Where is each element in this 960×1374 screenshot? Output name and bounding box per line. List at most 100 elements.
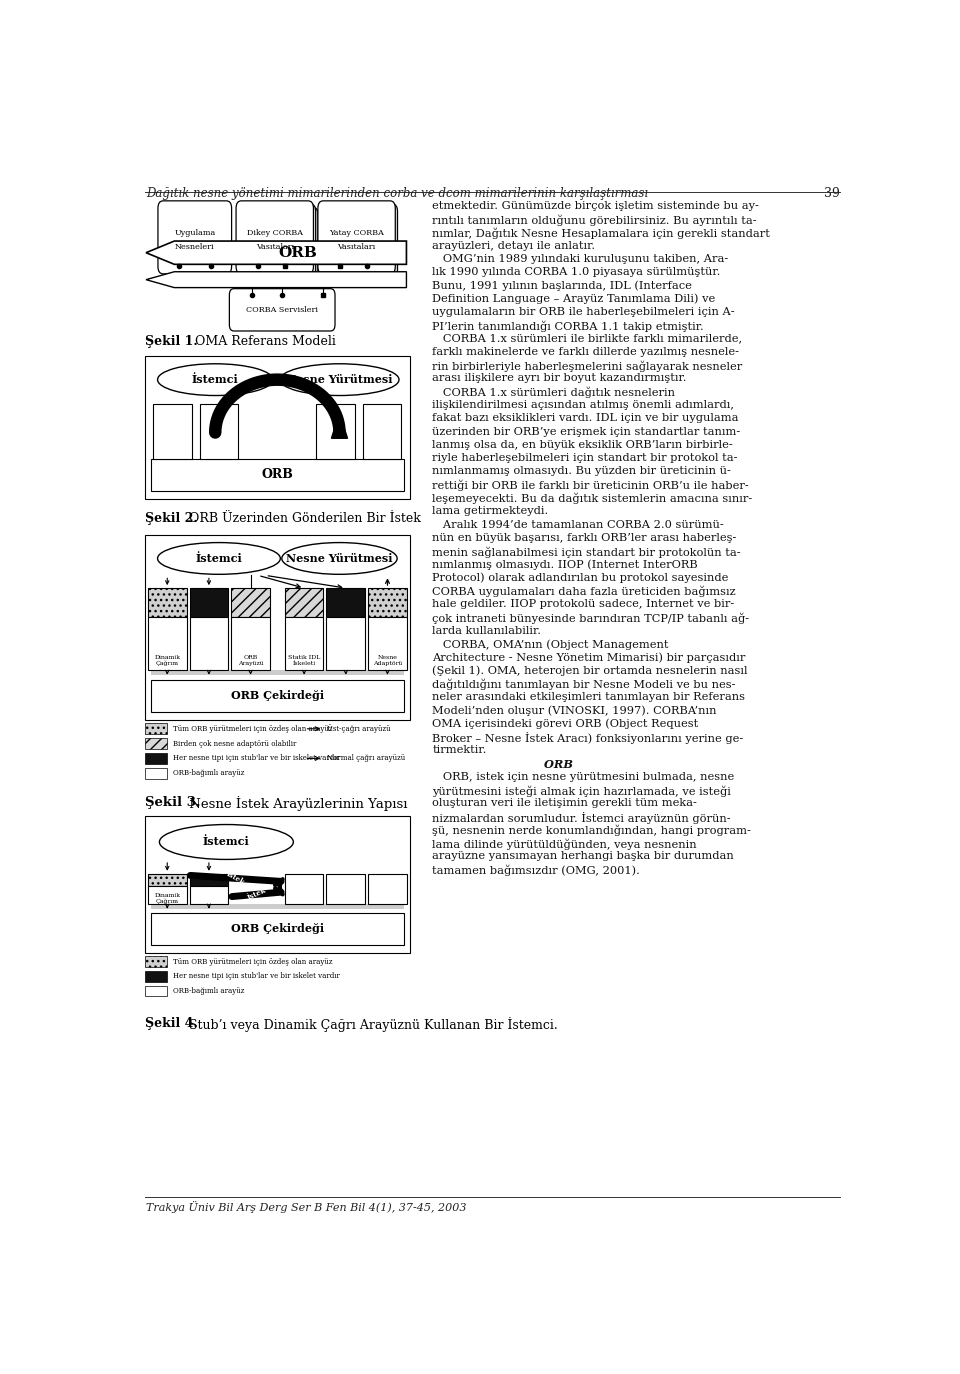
Bar xyxy=(148,617,186,669)
Text: menin sağlanabilmesi için standart bir protokolün ta-: menin sağlanabilmesi için standart bir p… xyxy=(432,545,741,558)
Text: lanmış olsa da, en büyük eksiklik ORB’ların birbirle-: lanmış olsa da, en büyük eksiklik ORB’la… xyxy=(432,440,733,449)
Text: ORB, istek için nesne yürütmesini bulmada, nesne: ORB, istek için nesne yürütmesini bulmad… xyxy=(432,772,734,782)
Text: Nesne Yürütmesi: Nesne Yürütmesi xyxy=(286,374,393,385)
Text: OMA içerisindeki görevi ORB (Object Request: OMA içerisindeki görevi ORB (Object Requ… xyxy=(432,719,699,730)
Bar xyxy=(145,534,410,720)
Bar xyxy=(189,874,228,886)
Text: İstemci: İstemci xyxy=(196,552,242,563)
Text: arayüzne yansımayan herhangi başka bir durumdan: arayüzne yansımayan herhangi başka bir d… xyxy=(432,852,734,861)
Text: Protocol) olarak adlandırılan bu protokol sayesinde: Protocol) olarak adlandırılan bu protoko… xyxy=(432,573,729,583)
Text: tamamen bağımsızdır (OMG, 2001).: tamamen bağımsızdır (OMG, 2001). xyxy=(432,864,640,877)
Text: Bunu, 1991 yılının başlarında, IDL (Interface: Bunu, 1991 yılının başlarında, IDL (Inte… xyxy=(432,280,692,291)
Text: fakat bazı eksiklikleri vardı. IDL için ve bir uygulama: fakat bazı eksiklikleri vardı. IDL için … xyxy=(432,414,739,423)
Text: Birden çok nesne adaptörü olabilir: Birden çok nesne adaptörü olabilir xyxy=(173,739,297,747)
Bar xyxy=(189,588,228,617)
Text: (Şekil 1). OMA, heterojen bir ortamda nesnelerin nasıl: (Şekil 1). OMA, heterojen bir ortamda ne… xyxy=(432,665,748,676)
Bar xyxy=(148,886,186,904)
Bar xyxy=(285,588,324,617)
Text: lık 1990 yılında CORBA 1.0 piyasaya sürülmüştür.: lık 1990 yılında CORBA 1.0 piyasaya sürü… xyxy=(432,267,721,278)
Text: Her nesne tipi için stub'lar ve bir iskelet vardır: Her nesne tipi için stub'lar ve bir iske… xyxy=(173,973,340,981)
Ellipse shape xyxy=(280,364,399,396)
Text: farklı makinelerde ve farklı dillerde yazılmış nesnele-: farklı makinelerde ve farklı dillerde ya… xyxy=(432,346,739,357)
Text: Aralık 1994’de tamamlanan CORBA 2.0 sürümü-: Aralık 1994’de tamamlanan CORBA 2.0 sürü… xyxy=(432,519,724,529)
Text: nımlar, Dağıtık Nesne Hesaplamalara için gerekli standart: nımlar, Dağıtık Nesne Hesaplamalara için… xyxy=(432,228,770,239)
Bar xyxy=(148,588,186,617)
Text: PI’lerin tanımlandığı CORBA 1.1 takip etmiştir.: PI’lerin tanımlandığı CORBA 1.1 takip et… xyxy=(432,320,705,333)
Text: Vasıtaları: Vasıtaları xyxy=(255,243,294,251)
Text: şü, nesnenin nerde konumlandığından, hangi program-: şü, nesnenin nerde konumlandığından, han… xyxy=(432,824,752,837)
Text: ORB: ORB xyxy=(261,469,294,481)
Bar xyxy=(200,404,238,459)
FancyBboxPatch shape xyxy=(318,201,396,273)
Text: arayüzleri, detayı ile anlatır.: arayüzleri, detayı ile anlatır. xyxy=(432,240,595,250)
Text: rettiği bir ORB ile farklı bir üreticinin ORB’u ile haber-: rettiği bir ORB ile farklı bir üreticini… xyxy=(432,480,749,491)
FancyBboxPatch shape xyxy=(229,289,335,331)
Text: Broker – Nesne İstek Aracı) fonksiyonlarını yerine ge-: Broker – Nesne İstek Aracı) fonksiyonlar… xyxy=(432,732,744,743)
Text: Architecture - Nesne Yönetim Mimarisi) bir parçasıdır: Architecture - Nesne Yönetim Mimarisi) b… xyxy=(432,653,746,662)
Text: Dinamik
İskelet: Dinamik İskelet xyxy=(333,655,359,666)
Text: lama dilinde yürütüldüğünden, veya nesnenin: lama dilinde yürütüldüğünden, veya nesne… xyxy=(432,838,697,849)
Bar xyxy=(368,588,407,617)
Bar xyxy=(326,617,365,669)
Text: Stub’ı veya Dinamik Çağrı Arayüznü Kullanan Bir İstemci.: Stub’ı veya Dinamik Çağrı Arayüznü Kulla… xyxy=(185,1017,558,1032)
Text: ORB: ORB xyxy=(432,758,573,769)
Text: etmektedir. Günümüzde birçok işletim sisteminde bu ay-: etmektedir. Günümüzde birçok işletim sis… xyxy=(432,201,759,210)
Text: Definition Language – Arayüz Tanımlama Dili) ve: Definition Language – Arayüz Tanımlama D… xyxy=(432,294,716,305)
Text: hale geldiler. IIOP protokolü sadece, Internet ve bir-: hale geldiler. IIOP protokolü sadece, In… xyxy=(432,599,734,609)
Text: Dinamik
Çağrım: Dinamik Çağrım xyxy=(155,655,180,666)
Polygon shape xyxy=(146,240,406,264)
Text: leşemeyecekti. Bu da dağıtık sistemlerin amacına sınır-: leşemeyecekti. Bu da dağıtık sistemlerin… xyxy=(432,493,753,504)
Text: Şekil 3.: Şekil 3. xyxy=(145,797,201,809)
Text: yürütmesini isteği almak için hazırlamada, ve isteği: yürütmesini isteği almak için hazırlamad… xyxy=(432,785,732,797)
Bar xyxy=(368,617,407,669)
FancyBboxPatch shape xyxy=(238,203,316,278)
Ellipse shape xyxy=(157,364,273,396)
Text: İstek: İstek xyxy=(261,436,293,447)
FancyBboxPatch shape xyxy=(158,201,231,273)
Text: Dinamik
Çağrım: Dinamik Çağrım xyxy=(155,893,180,904)
Text: Şekil 1.: Şekil 1. xyxy=(145,335,198,348)
Text: CORBA 1.x sürümleri ile birlikte farklı mimarilerde,: CORBA 1.x sürümleri ile birlikte farklı … xyxy=(432,334,743,344)
Text: Dağıtık nesne yönetimi mimarilerinden corba ve dcom mimarilerinin karşılaştırmas: Dağıtık nesne yönetimi mimarilerinden co… xyxy=(146,187,648,201)
Text: Dikey CORBA: Dikey CORBA xyxy=(247,229,302,238)
Bar xyxy=(285,874,324,904)
Text: Her nesne tipi için stub'lar ve bir iskelet vardır: Her nesne tipi için stub'lar ve bir iske… xyxy=(173,754,340,763)
Text: İstek: İstek xyxy=(246,886,267,903)
Text: uygulamaların bir ORB ile haberleşebilmeleri için A-: uygulamaların bir ORB ile haberleşebilme… xyxy=(432,306,735,317)
Text: nımlanmamış olmasıydı. Bu yüzden bir üreticinin ü-: nımlanmamış olmasıydı. Bu yüzden bir üre… xyxy=(432,466,732,477)
Text: Nesne Yürütmesi: Nesne Yürütmesi xyxy=(286,552,393,563)
Text: rin birbirleriyle haberleşmelerini sağlayarak nesneler: rin birbirleriyle haberleşmelerini sağla… xyxy=(432,360,743,372)
Bar xyxy=(189,886,228,904)
Text: nizmalardan sorumludur. İstemci arayüznün görün-: nizmalardan sorumludur. İstemci arayüznü… xyxy=(432,812,732,823)
Text: lama getirmekteydi.: lama getirmekteydi. xyxy=(432,506,549,517)
Bar xyxy=(148,874,186,886)
Text: ORB Çekirdeği: ORB Çekirdeği xyxy=(230,691,324,702)
Text: çok intraneti bünyesinde barındıran TCP/IP tabanlı ağ-: çok intraneti bünyesinde barındıran TCP/… xyxy=(432,613,750,624)
Polygon shape xyxy=(146,272,406,287)
Text: İstemci: İstemci xyxy=(203,837,250,848)
Bar xyxy=(154,404,192,459)
Text: ORB-bağımlı arayüz: ORB-bağımlı arayüz xyxy=(173,769,244,778)
Text: Trakya Üniv Bil Arş Derg Ser B Fen Bil 4(1), 37-45, 2003: Trakya Üniv Bil Arş Derg Ser B Fen Bil 4… xyxy=(146,1201,467,1213)
Text: nımlanmış olmasıydı. IIOP (Internet InterORB: nımlanmış olmasıydı. IIOP (Internet Inte… xyxy=(432,559,698,570)
FancyBboxPatch shape xyxy=(236,201,313,273)
Bar xyxy=(145,356,410,499)
Ellipse shape xyxy=(157,543,280,574)
Text: ORB Üzerinden Gönderilen Bir İstek: ORB Üzerinden Gönderilen Bir İstek xyxy=(185,513,421,525)
Bar xyxy=(151,459,404,491)
Text: Tüm ORB yürütmeleri için özdeş olan arayüz: Tüm ORB yürütmeleri için özdeş olan aray… xyxy=(173,724,332,732)
Text: Şekil 4.: Şekil 4. xyxy=(145,1017,198,1029)
Text: Uygulama: Uygulama xyxy=(174,229,215,238)
Text: Şekil 2.: Şekil 2. xyxy=(145,513,198,525)
Text: CORBA Servisleri: CORBA Servisleri xyxy=(246,306,318,313)
Text: Vasıtaları: Vasıtaları xyxy=(338,243,375,251)
Bar xyxy=(145,971,167,981)
Text: Normal çağrı arayüzü: Normal çağrı arayüzü xyxy=(326,754,405,763)
Bar xyxy=(151,904,404,908)
Text: arası ilişkilere ayrı bir boyut kazandırmıştır.: arası ilişkilere ayrı bir boyut kazandır… xyxy=(432,374,687,383)
Bar xyxy=(363,404,401,459)
Text: nün en büyük başarısı, farklı ORB’ler arası haberleş-: nün en büyük başarısı, farklı ORB’ler ar… xyxy=(432,533,737,543)
Bar xyxy=(231,588,270,617)
Text: larda kullanılabilir.: larda kullanılabilir. xyxy=(432,625,541,636)
Text: neler arasındaki etkileşimleri tanımlayan bir Referans: neler arasındaki etkileşimleri tanımlaya… xyxy=(432,692,746,702)
